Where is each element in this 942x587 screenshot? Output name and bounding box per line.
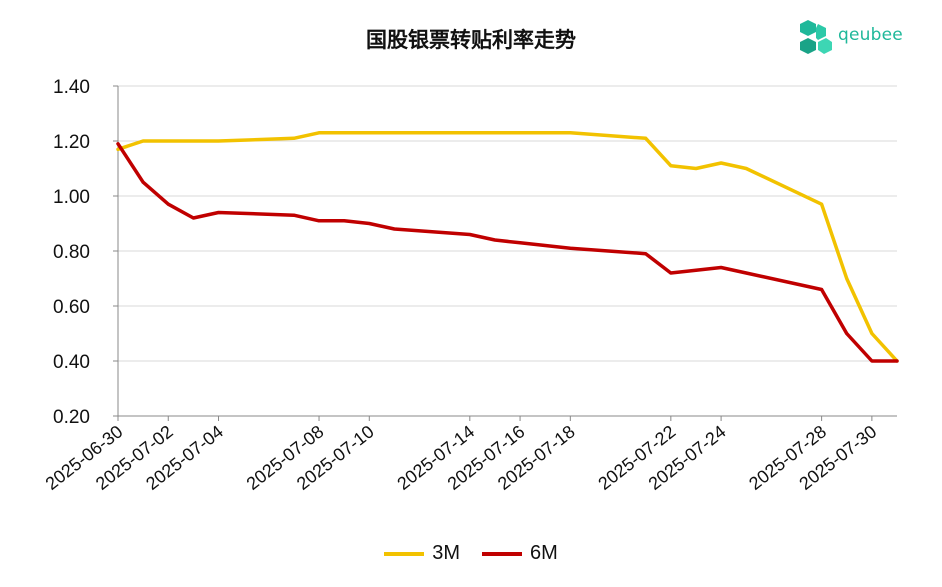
data-point-3m bbox=[116, 147, 120, 151]
data-point-6m bbox=[518, 241, 522, 245]
data-point-3m bbox=[292, 136, 296, 140]
data-point-6m bbox=[719, 266, 723, 269]
y-tick-label: 1.00 bbox=[53, 187, 90, 208]
data-point-6m bbox=[895, 359, 899, 363]
data-point-3m bbox=[568, 131, 572, 135]
data-point-6m bbox=[217, 211, 221, 214]
series-line-6m bbox=[116, 142, 899, 363]
data-point-3m bbox=[217, 139, 221, 143]
logo-text: qeubee bbox=[838, 25, 903, 45]
data-point-6m bbox=[317, 219, 321, 223]
qeubee-logo: qeubee bbox=[798, 18, 928, 58]
data-point-6m bbox=[367, 222, 371, 225]
y-tick-label: 0.20 bbox=[53, 407, 90, 428]
data-point-6m bbox=[820, 288, 824, 291]
data-point-3m bbox=[317, 131, 321, 135]
y-tick-label: 0.60 bbox=[53, 297, 90, 318]
data-point-3m bbox=[744, 167, 748, 170]
data-point-3m bbox=[870, 332, 874, 335]
chart-legend: 3M 6M bbox=[0, 542, 942, 565]
y-tick-label: 0.80 bbox=[53, 242, 90, 263]
data-point-3m bbox=[719, 161, 723, 165]
y-tick-label: 0.40 bbox=[53, 352, 90, 373]
data-point-3m bbox=[694, 167, 698, 170]
data-point-3m bbox=[518, 131, 522, 135]
data-point-6m bbox=[342, 219, 346, 223]
data-point-6m bbox=[845, 332, 849, 335]
data-point-6m bbox=[141, 180, 145, 184]
data-point-3m bbox=[342, 131, 346, 135]
chart-title: 国股银票转贴利率走势 bbox=[366, 28, 576, 52]
data-point-3m bbox=[141, 139, 145, 143]
data-point-3m bbox=[669, 164, 673, 168]
data-point-6m bbox=[694, 268, 698, 272]
data-point-6m bbox=[644, 252, 648, 256]
data-point-3m bbox=[191, 139, 195, 143]
data-point-6m bbox=[568, 246, 572, 250]
legend-label-6m: 6M bbox=[530, 542, 558, 564]
data-point-6m bbox=[669, 271, 673, 275]
data-point-6m bbox=[744, 271, 748, 275]
data-point-3m bbox=[493, 131, 497, 135]
data-point-3m bbox=[166, 139, 170, 143]
data-point-6m bbox=[543, 244, 547, 247]
data-point-6m bbox=[191, 216, 195, 220]
data-point-3m bbox=[543, 131, 547, 135]
data-point-6m bbox=[870, 359, 874, 363]
cube-logo-icon bbox=[800, 20, 832, 54]
data-point-6m bbox=[166, 202, 170, 206]
legend-item-3m: 3M bbox=[384, 542, 460, 565]
y-tick-label: 1.20 bbox=[53, 132, 90, 153]
data-point-6m bbox=[292, 213, 296, 217]
legend-swatch-3m bbox=[384, 551, 425, 556]
data-point-6m bbox=[392, 227, 396, 231]
legend-swatch-6m bbox=[482, 551, 522, 556]
legend-label-3m: 3M bbox=[432, 542, 460, 564]
data-point-3m bbox=[644, 136, 648, 140]
data-point-6m bbox=[116, 142, 120, 146]
legend-item-6m: 6M bbox=[482, 542, 558, 565]
data-point-6m bbox=[468, 233, 472, 236]
y-tick-label: 1.40 bbox=[53, 77, 90, 98]
data-point-3m bbox=[468, 131, 472, 135]
data-point-3m bbox=[392, 131, 396, 135]
data-point-3m bbox=[820, 202, 824, 206]
series-line-3m bbox=[116, 131, 899, 363]
data-point-3m bbox=[845, 277, 849, 280]
data-point-6m bbox=[493, 238, 497, 242]
data-point-3m bbox=[367, 131, 371, 135]
